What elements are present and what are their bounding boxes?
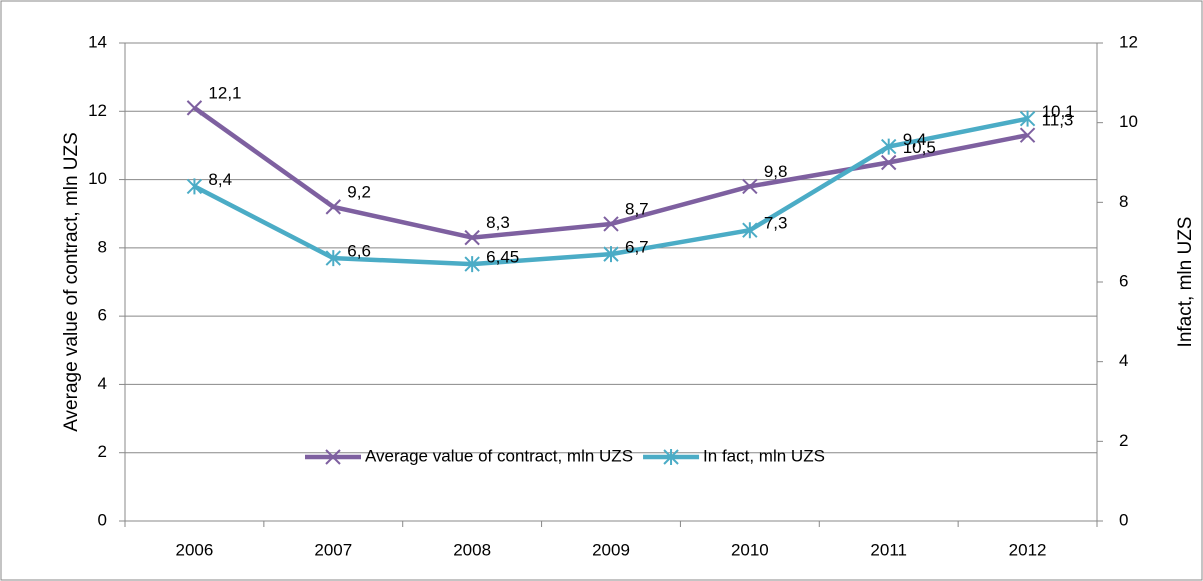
y-tick-label: 6	[98, 306, 107, 325]
data-label: 8,7	[625, 199, 649, 218]
x-tick-label: 2008	[453, 540, 491, 559]
marker	[1019, 110, 1036, 127]
marker	[881, 154, 897, 171]
y-tick-label: 12	[88, 101, 107, 120]
legend-label: In fact, mln UZS	[703, 446, 825, 465]
x-tick-label: 2012	[1009, 540, 1047, 559]
y-tick-label: 0	[98, 510, 107, 529]
y2-tick-label: 10	[1119, 112, 1138, 131]
y-tick-label: 2	[98, 442, 107, 461]
data-label: 6,6	[347, 242, 371, 261]
marker	[1019, 127, 1036, 143]
marker	[464, 256, 480, 273]
marker	[881, 138, 897, 155]
x-tick-label: 2011	[870, 540, 907, 559]
y2-axis-title: Infact, mln UZS	[1175, 217, 1196, 348]
marker	[742, 222, 758, 239]
marker	[186, 100, 203, 116]
data-label: 9,8	[764, 162, 788, 181]
data-label: 9,4	[903, 130, 927, 149]
x-tick-label: 2009	[592, 540, 630, 559]
x-tick-label: 2010	[731, 540, 769, 559]
y-axis-title: Average value of contract, mln UZS	[61, 132, 82, 432]
data-label: 9,2	[347, 182, 371, 201]
data-label: 10,1	[1042, 102, 1075, 121]
marker	[325, 199, 341, 215]
marker	[742, 178, 758, 195]
y2-tick-label: 4	[1119, 351, 1128, 370]
data-label: 8,4	[208, 170, 232, 189]
marker	[325, 449, 341, 465]
y2-tick-label: 0	[1119, 510, 1128, 529]
y2-tick-label: 8	[1119, 192, 1128, 211]
marker	[603, 216, 619, 232]
y-tick-label: 14	[88, 32, 107, 51]
marker	[325, 250, 341, 267]
y-tick-label: 10	[88, 169, 107, 188]
marker	[464, 229, 480, 246]
marker	[663, 449, 679, 465]
data-label: 7,3	[764, 214, 788, 233]
x-tick-label: 2006	[176, 540, 214, 559]
marker	[186, 178, 203, 195]
legend-label: Average value of contract, mln UZS	[365, 446, 633, 465]
data-label: 12,1	[208, 83, 241, 102]
marker	[603, 246, 619, 263]
data-label: 11,3	[1042, 111, 1074, 130]
data-label: 6,7	[625, 238, 649, 257]
y-tick-label: 4	[98, 374, 107, 393]
data-label: 6,45	[486, 248, 519, 267]
y-tick-label: 8	[98, 237, 107, 256]
x-tick-label: 2007	[314, 540, 352, 559]
y2-tick-label: 2	[1119, 431, 1128, 450]
data-label: 8,3	[486, 213, 510, 232]
y2-tick-label: 12	[1119, 32, 1138, 51]
y2-tick-label: 6	[1119, 271, 1128, 290]
